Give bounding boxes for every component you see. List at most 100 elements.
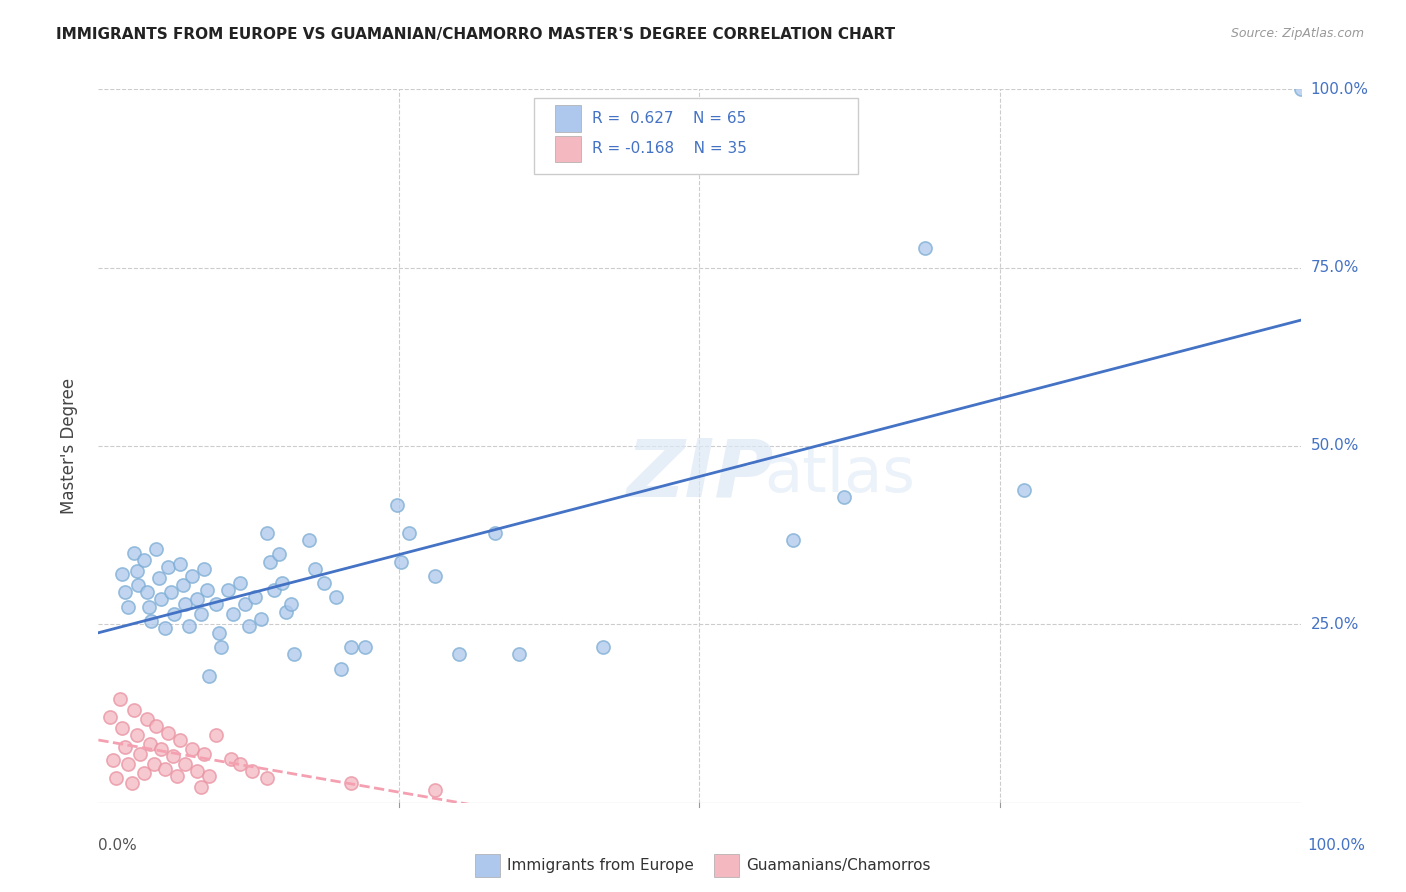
Point	[145, 542, 167, 557]
Point	[205, 598, 228, 612]
Point	[169, 557, 191, 571]
Point	[169, 733, 191, 747]
Point	[174, 756, 197, 771]
Point	[423, 783, 446, 797]
Text: R = -0.168    N = 35: R = -0.168 N = 35	[592, 142, 747, 156]
Point	[271, 576, 294, 591]
Point	[389, 555, 412, 569]
Point	[1289, 82, 1312, 96]
Point	[354, 640, 377, 655]
Y-axis label: Master's Degree: Master's Degree	[59, 378, 77, 514]
Point	[181, 569, 204, 583]
Point	[172, 578, 194, 592]
Point	[142, 756, 165, 771]
Point	[124, 703, 146, 717]
Point	[174, 598, 197, 612]
Point	[114, 585, 136, 599]
Point	[256, 526, 278, 541]
Point	[186, 764, 208, 778]
Point	[832, 491, 855, 505]
Point	[132, 765, 155, 780]
Point	[148, 571, 170, 585]
Point	[283, 648, 305, 662]
Point	[125, 564, 148, 578]
Point	[127, 578, 149, 592]
Point	[385, 498, 408, 512]
Point	[398, 526, 420, 541]
Text: 0.0%: 0.0%	[98, 838, 138, 854]
Point	[157, 560, 180, 574]
Point	[325, 591, 347, 605]
Point	[159, 585, 181, 599]
Point	[267, 548, 290, 562]
Point	[209, 640, 232, 655]
Text: ZIP: ZIP	[626, 435, 773, 514]
Point	[181, 742, 204, 756]
Point	[117, 756, 139, 771]
Point	[249, 612, 271, 626]
Point	[190, 607, 212, 621]
Point	[135, 712, 157, 726]
Point	[124, 546, 146, 560]
Text: Guamanians/Chamorros: Guamanians/Chamorros	[745, 858, 931, 872]
Point	[193, 562, 215, 576]
Point	[238, 619, 260, 633]
Point	[259, 555, 281, 569]
Point	[198, 769, 221, 783]
Point	[117, 599, 139, 614]
Text: atlas: atlas	[765, 444, 915, 505]
Point	[121, 776, 143, 790]
Text: IMMIGRANTS FROM EUROPE VS GUAMANIAN/CHAMORRO MASTER'S DEGREE CORRELATION CHART: IMMIGRANTS FROM EUROPE VS GUAMANIAN/CHAM…	[56, 27, 896, 42]
Point	[101, 753, 124, 767]
Point	[153, 762, 176, 776]
Point	[111, 567, 134, 582]
Text: R =  0.627    N = 65: R = 0.627 N = 65	[592, 112, 747, 126]
Point	[163, 607, 186, 621]
Point	[222, 607, 245, 621]
Point	[233, 598, 256, 612]
Point	[219, 751, 242, 765]
Point	[330, 662, 353, 676]
Point	[256, 771, 278, 785]
Point	[508, 648, 530, 662]
Point	[280, 598, 302, 612]
Point	[108, 692, 131, 706]
Point	[340, 776, 363, 790]
Point	[205, 728, 228, 742]
Point	[135, 585, 157, 599]
Point	[105, 771, 128, 785]
Text: 75.0%: 75.0%	[1310, 260, 1358, 275]
Point	[162, 749, 184, 764]
Point	[195, 583, 218, 598]
Point	[139, 737, 162, 751]
Point	[274, 605, 297, 619]
Text: 100.0%: 100.0%	[1308, 838, 1365, 854]
Point	[157, 726, 180, 740]
Point	[340, 640, 363, 655]
Point	[138, 599, 160, 614]
Point	[186, 592, 208, 607]
Point	[149, 742, 172, 756]
Text: Immigrants from Europe: Immigrants from Europe	[508, 858, 693, 872]
Point	[198, 669, 221, 683]
Point	[145, 719, 167, 733]
Text: 25.0%: 25.0%	[1310, 617, 1358, 632]
Point	[914, 241, 936, 255]
Point	[125, 728, 148, 742]
Point	[229, 576, 252, 591]
Point	[304, 562, 326, 576]
Point	[166, 769, 188, 783]
Point	[217, 583, 239, 598]
Point	[229, 756, 252, 771]
Text: 50.0%: 50.0%	[1310, 439, 1358, 453]
Point	[263, 583, 285, 598]
Point	[314, 576, 336, 591]
Point	[177, 619, 200, 633]
Point	[423, 569, 446, 583]
Text: 100.0%: 100.0%	[1310, 82, 1368, 96]
Point	[240, 764, 263, 778]
Point	[1012, 483, 1035, 498]
Point	[114, 740, 136, 755]
Point	[129, 747, 152, 762]
Point	[190, 780, 212, 794]
